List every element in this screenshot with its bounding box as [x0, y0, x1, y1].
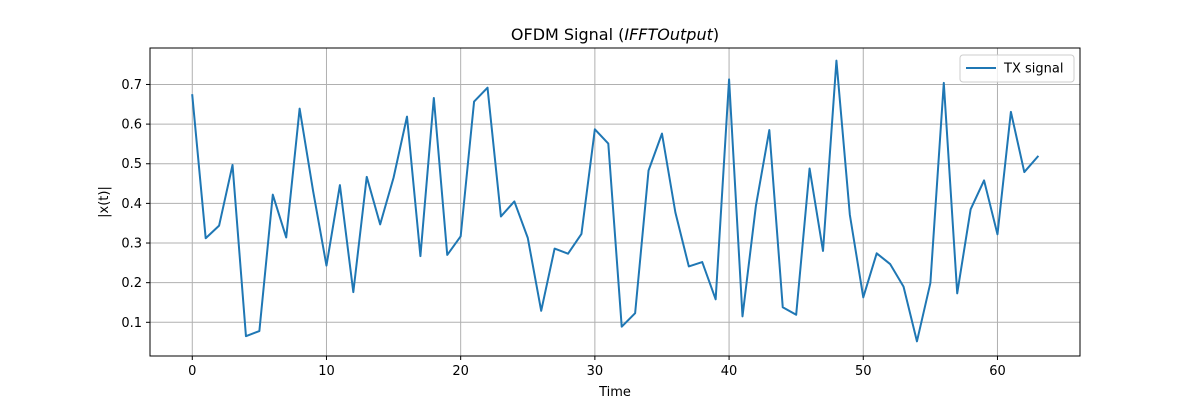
x-tick-label: 50 — [855, 364, 872, 379]
x-tick-label: 10 — [318, 364, 335, 379]
y-tick-label: 0.1 — [121, 316, 142, 331]
x-tick-label: 60 — [989, 364, 1006, 379]
plot-frame — [149, 47, 1081, 357]
y-tick-label: 0.2 — [121, 276, 142, 291]
chart-title: OFDM Signal (IFFTOutput) — [511, 25, 719, 44]
chart-title-italic: IFFTOutput — [624, 25, 713, 44]
y-tick-label: 0.5 — [121, 157, 142, 172]
y-tick-label: 0.6 — [121, 118, 142, 133]
chart-title-prefix: OFDM Signal ( — [511, 25, 624, 44]
y-axis-label: |x(t)| — [97, 186, 112, 218]
x-tick-label: 20 — [452, 364, 469, 379]
chart-title-suffix: ) — [713, 25, 719, 44]
series-line-tx-signal — [191, 59, 1040, 343]
x-tick-label: 40 — [721, 364, 738, 379]
legend: TX signal — [959, 54, 1075, 83]
legend-label: TX signal — [1003, 62, 1063, 77]
y-tick-label: 0.4 — [121, 197, 142, 212]
series-layer — [191, 59, 1040, 343]
x-tick-label: 30 — [587, 364, 604, 379]
legend-box — [959, 54, 1075, 83]
x-axis: 0 10 20 30 40 50 60 — [188, 356, 1006, 379]
y-axis: 0.1 0.2 0.3 0.4 0.5 0.6 0.7 — [121, 78, 150, 331]
x-axis-label: Time — [598, 385, 631, 400]
x-tick-label: 0 — [188, 364, 196, 379]
y-tick-label: 0.3 — [121, 237, 142, 252]
y-tick-label: 0.7 — [121, 78, 142, 93]
